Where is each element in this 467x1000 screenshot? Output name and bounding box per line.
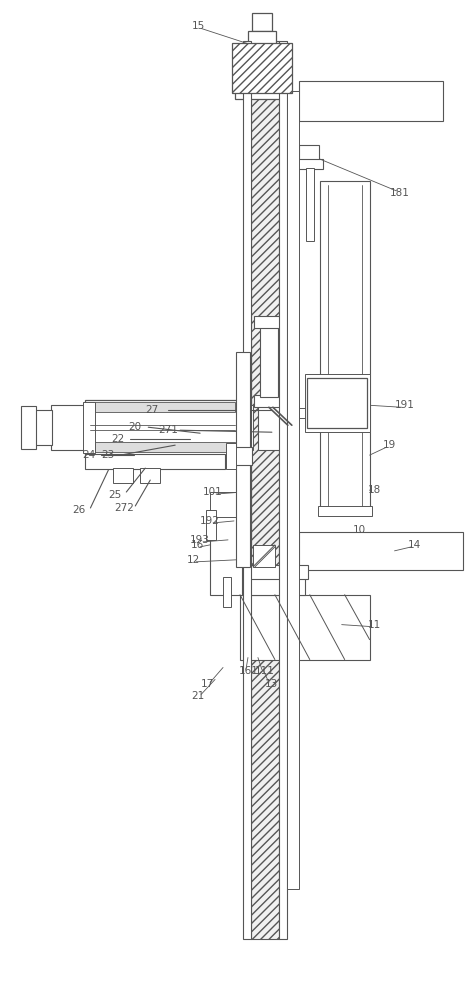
Bar — [238, 405, 253, 450]
Bar — [230, 447, 252, 465]
Bar — [226, 443, 236, 469]
Text: 193: 193 — [190, 535, 210, 545]
Bar — [253, 545, 275, 567]
Bar — [236, 352, 250, 567]
Text: 111: 111 — [255, 666, 275, 676]
Bar — [91, 442, 235, 452]
Text: 181: 181 — [389, 188, 410, 198]
Text: 17: 17 — [200, 679, 214, 689]
Bar — [240, 595, 369, 660]
Text: 24: 24 — [82, 450, 95, 460]
Bar — [34, 410, 51, 445]
Bar — [84, 402, 95, 453]
Bar — [206, 510, 216, 540]
Bar — [295, 159, 323, 169]
Bar — [223, 577, 231, 607]
Bar — [246, 565, 308, 579]
Text: 101: 101 — [203, 487, 223, 497]
Bar — [287, 91, 299, 889]
Bar — [320, 181, 369, 510]
Text: 20: 20 — [129, 422, 142, 432]
Text: 21: 21 — [191, 691, 205, 701]
Bar — [21, 406, 35, 449]
Bar — [248, 31, 276, 45]
Bar — [91, 402, 235, 412]
Text: 13: 13 — [265, 679, 278, 689]
Text: 191: 191 — [395, 400, 414, 410]
Bar — [140, 468, 160, 483]
Text: 26: 26 — [72, 505, 85, 515]
Bar — [306, 168, 314, 241]
Bar — [232, 43, 292, 93]
Bar — [318, 506, 372, 516]
Text: 12: 12 — [186, 555, 200, 565]
Bar — [113, 468, 133, 483]
Text: 11: 11 — [368, 620, 381, 630]
Text: 161: 161 — [239, 666, 259, 676]
Text: 27: 27 — [146, 405, 159, 415]
Bar — [210, 515, 242, 595]
Bar — [250, 577, 305, 595]
Bar — [251, 41, 279, 939]
Bar — [254, 395, 284, 407]
Text: 15: 15 — [191, 21, 205, 31]
Bar — [243, 41, 251, 939]
Bar — [85, 400, 240, 455]
Bar — [293, 405, 299, 421]
Bar — [299, 81, 443, 121]
Bar — [252, 13, 272, 31]
Text: 18: 18 — [368, 485, 381, 495]
Text: 271: 271 — [158, 425, 178, 435]
Bar — [299, 532, 463, 570]
Text: 272: 272 — [114, 503, 134, 513]
Bar — [210, 492, 242, 517]
Bar — [305, 374, 369, 432]
Bar — [50, 405, 87, 450]
Text: 19: 19 — [383, 440, 396, 450]
Bar — [295, 408, 309, 418]
Text: 22: 22 — [112, 434, 125, 444]
Text: 16: 16 — [191, 540, 204, 550]
Text: 25: 25 — [109, 490, 122, 500]
Text: 14: 14 — [408, 540, 421, 550]
Bar — [279, 41, 287, 939]
Text: 192: 192 — [200, 516, 220, 526]
Bar — [258, 405, 280, 450]
Bar — [307, 378, 367, 428]
Bar — [254, 316, 284, 328]
Bar — [260, 326, 278, 397]
Bar — [299, 145, 319, 161]
Text: 23: 23 — [102, 450, 115, 460]
Text: 10: 10 — [353, 525, 366, 535]
Bar — [85, 454, 225, 469]
Bar — [235, 91, 290, 99]
